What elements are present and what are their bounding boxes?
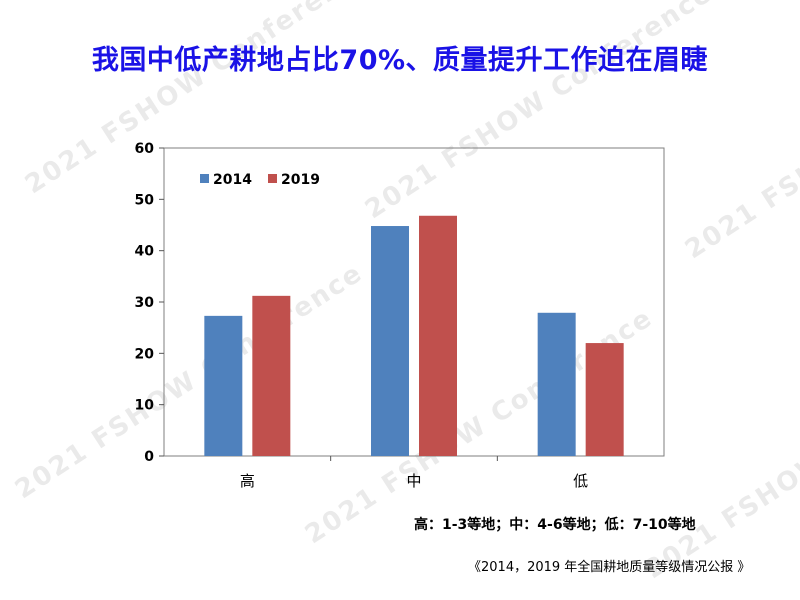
bar-2019 <box>419 215 457 456</box>
bar-2014 <box>537 312 576 456</box>
legend-note: 高：1-3等地；中：4-6等地；低：7-10等地 <box>414 517 696 533</box>
y-tick-label: 60 <box>135 141 155 157</box>
y-tick-label: 30 <box>135 295 155 311</box>
y-tick-label: 50 <box>135 192 155 208</box>
legend-swatch-2014 <box>200 174 209 183</box>
x-tick-label: 高 <box>240 472 255 490</box>
source-citation: 《2014，2019 年全国耕地质量等级情况公报 》 <box>468 560 751 575</box>
page-title: 我国中低产耕地占比70%、质量提升工作迫在眉睫 <box>91 45 709 76</box>
x-tick-label: 中 <box>406 472 421 490</box>
y-tick-label: 20 <box>135 346 155 362</box>
y-tick-label: 0 <box>144 449 154 465</box>
bar-2014 <box>204 315 243 456</box>
legend-swatch-2019 <box>268 174 277 183</box>
legend-label-2014: 2014 <box>213 172 252 188</box>
y-tick-label: 10 <box>135 398 155 414</box>
y-tick-label: 40 <box>135 244 155 260</box>
bar-2014 <box>371 226 409 456</box>
bar-2019 <box>585 343 624 456</box>
x-tick-label: 低 <box>573 472 588 490</box>
legend-label-2019: 2019 <box>281 172 320 188</box>
plot-area: 0 10 20 30 40 50 60 高 中 低 2014 2019 <box>135 141 665 490</box>
bar-2019 <box>252 295 291 456</box>
